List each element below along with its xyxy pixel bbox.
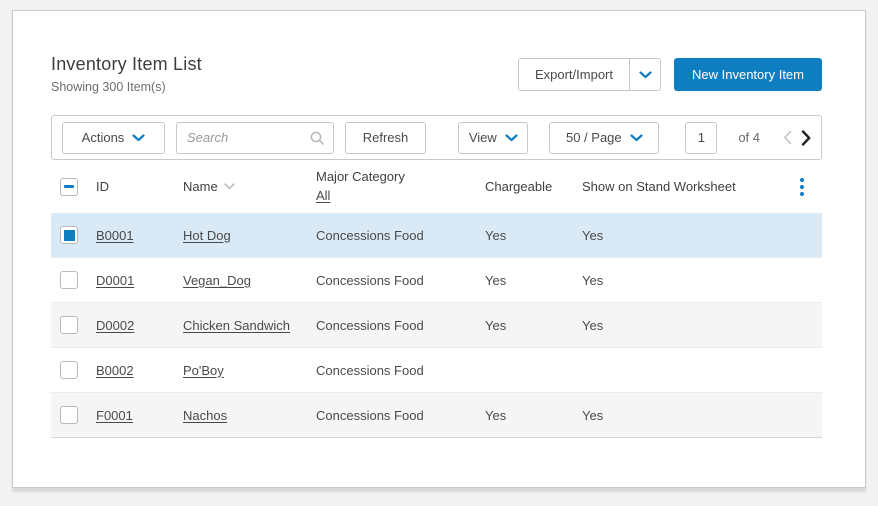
view-label: View <box>469 130 497 145</box>
inventory-table: ID Name Major Category All Chargeable Sh… <box>51 160 822 438</box>
item-id-link[interactable]: F0001 <box>96 408 133 423</box>
chevron-left-icon <box>783 130 792 145</box>
search-icon <box>309 130 325 146</box>
title-block: Inventory Item List Showing 300 Item(s) <box>51 54 202 94</box>
sort-chevron-icon <box>224 183 235 190</box>
page-header: Inventory Item List Showing 300 Item(s) … <box>51 54 822 94</box>
select-all-checkbox[interactable] <box>60 178 78 196</box>
export-import-button[interactable]: Export/Import <box>518 58 661 91</box>
table-toolbar: Actions Refresh View 50 / Page of 4 <box>51 115 822 160</box>
item-category: Concessions Food <box>316 363 485 378</box>
column-header-major-category: Major Category All <box>316 168 485 206</box>
row-checkbox[interactable] <box>60 316 78 334</box>
page-total-label: of 4 <box>738 130 760 145</box>
item-show-on-stand: Yes <box>582 273 782 288</box>
new-inventory-item-button[interactable]: New Inventory Item <box>674 58 822 91</box>
table-row[interactable]: B0002 Po'Boy Concessions Food <box>51 348 822 393</box>
per-page-dropdown[interactable]: 50 / Page <box>549 122 659 154</box>
column-settings-kebab-icon[interactable] <box>782 178 822 196</box>
item-category: Concessions Food <box>316 228 485 243</box>
column-header-show-on-stand: Show on Stand Worksheet <box>582 179 782 194</box>
item-id-link[interactable]: B0002 <box>96 363 134 378</box>
column-header-chargeable: Chargeable <box>485 179 582 194</box>
header-actions: Export/Import New Inventory Item <box>518 58 822 91</box>
row-checkbox-checked[interactable] <box>60 226 78 244</box>
chevron-down-icon <box>505 134 518 142</box>
inventory-card: Inventory Item List Showing 300 Item(s) … <box>12 10 866 488</box>
search-box <box>176 122 334 154</box>
chevron-down-icon <box>639 71 652 79</box>
item-id-link[interactable]: B0001 <box>96 228 134 243</box>
chevron-right-icon <box>801 130 811 146</box>
item-chargeable: Yes <box>485 228 582 243</box>
item-name-link[interactable]: Po'Boy <box>183 363 224 378</box>
page-number-input[interactable] <box>685 122 717 154</box>
indeterminate-mark <box>64 185 74 188</box>
item-category: Concessions Food <box>316 408 485 423</box>
export-import-dropdown-toggle[interactable] <box>629 59 660 90</box>
major-category-label: Major Category <box>316 168 485 187</box>
table-row[interactable]: D0002 Chicken Sandwich Concessions Food … <box>51 303 822 348</box>
row-checkbox[interactable] <box>60 406 78 424</box>
view-dropdown[interactable]: View <box>458 122 528 154</box>
item-chargeable: Yes <box>485 408 582 423</box>
item-show-on-stand: Yes <box>582 318 782 333</box>
item-name-link[interactable]: Nachos <box>183 408 227 423</box>
column-header-id[interactable]: ID <box>96 179 183 194</box>
table-row[interactable]: F0001 Nachos Concessions Food Yes Yes <box>51 393 822 438</box>
next-page-button[interactable] <box>801 130 811 146</box>
column-header-name[interactable]: Name <box>183 179 316 194</box>
name-header-label: Name <box>183 179 218 194</box>
item-id-link[interactable]: D0001 <box>96 273 134 288</box>
major-category-all-filter-link[interactable]: All <box>316 188 330 203</box>
chevron-down-icon <box>132 134 145 142</box>
item-id-link[interactable]: D0002 <box>96 318 134 333</box>
item-name-link[interactable]: Hot Dog <box>183 228 231 243</box>
item-show-on-stand: Yes <box>582 228 782 243</box>
actions-label: Actions <box>82 130 125 145</box>
item-show-on-stand: Yes <box>582 408 782 423</box>
item-count-label: Showing 300 Item(s) <box>51 80 202 94</box>
row-checkbox[interactable] <box>60 361 78 379</box>
checked-mark <box>64 230 75 241</box>
pagination-arrows <box>783 130 811 146</box>
table-header-row: ID Name Major Category All Chargeable Sh… <box>51 160 822 213</box>
item-chargeable: Yes <box>485 318 582 333</box>
chevron-down-icon <box>630 134 643 142</box>
export-import-label[interactable]: Export/Import <box>519 59 629 90</box>
item-name-link[interactable]: Chicken Sandwich <box>183 318 290 333</box>
refresh-label: Refresh <box>363 130 409 145</box>
previous-page-button[interactable] <box>783 130 792 145</box>
per-page-label: 50 / Page <box>566 130 622 145</box>
table-row[interactable]: B0001 Hot Dog Concessions Food Yes Yes <box>51 213 822 258</box>
item-category: Concessions Food <box>316 318 485 333</box>
actions-dropdown[interactable]: Actions <box>62 122 165 154</box>
page-title: Inventory Item List <box>51 54 202 75</box>
item-chargeable: Yes <box>485 273 582 288</box>
table-row[interactable]: D0001 Vegan_Dog Concessions Food Yes Yes <box>51 258 822 303</box>
item-category: Concessions Food <box>316 273 485 288</box>
item-name-link[interactable]: Vegan_Dog <box>183 273 251 288</box>
refresh-button[interactable]: Refresh <box>345 122 426 154</box>
row-checkbox[interactable] <box>60 271 78 289</box>
